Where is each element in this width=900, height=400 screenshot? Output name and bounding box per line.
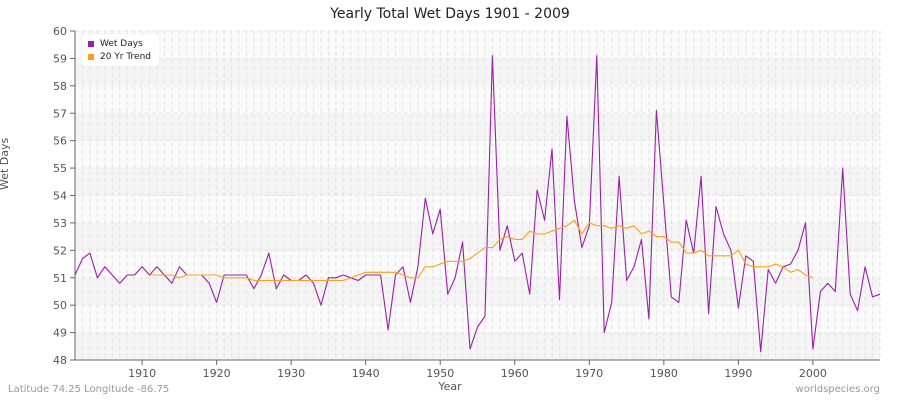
svg-text:2000: 2000 [799, 367, 827, 380]
svg-text:50: 50 [53, 299, 67, 312]
y-axis-label: Wet Days [0, 137, 11, 190]
legend-item-wet-days: Wet Days [88, 37, 151, 50]
legend-item-trend: 20 Yr Trend [88, 50, 151, 63]
svg-text:59: 59 [53, 52, 67, 65]
source-credit: worldspecies.org [795, 384, 880, 395]
svg-text:58: 58 [53, 80, 67, 93]
location-caption: Latitude 74.25 Longitude -86.75 [8, 384, 170, 395]
svg-text:1990: 1990 [724, 367, 752, 380]
legend-label: 20 Yr Trend [100, 51, 152, 62]
x-axis-label: Year [438, 380, 462, 393]
svg-text:55: 55 [53, 162, 67, 175]
svg-text:56: 56 [53, 135, 67, 148]
wet-days-swatch-icon [88, 40, 94, 47]
svg-text:52: 52 [53, 244, 67, 257]
svg-text:1970: 1970 [575, 367, 603, 380]
svg-text:1930: 1930 [277, 367, 305, 380]
svg-text:1960: 1960 [501, 367, 529, 380]
svg-text:48: 48 [53, 354, 67, 367]
svg-text:1910: 1910 [128, 367, 156, 380]
svg-text:57: 57 [53, 107, 67, 120]
svg-text:51: 51 [53, 272, 67, 285]
svg-text:1950: 1950 [426, 367, 454, 380]
svg-text:49: 49 [53, 327, 67, 340]
svg-text:54: 54 [53, 190, 67, 203]
svg-text:1920: 1920 [203, 367, 231, 380]
chart-title: Yearly Total Wet Days 1901 - 2009 [330, 6, 570, 22]
trend-swatch-icon [88, 53, 94, 60]
legend-label: Wet Days [100, 38, 143, 49]
svg-text:1940: 1940 [352, 367, 380, 380]
svg-text:60: 60 [53, 25, 67, 38]
svg-text:53: 53 [53, 217, 67, 230]
legend: Wet Days 20 Yr Trend [82, 34, 160, 66]
svg-text:1980: 1980 [650, 367, 678, 380]
